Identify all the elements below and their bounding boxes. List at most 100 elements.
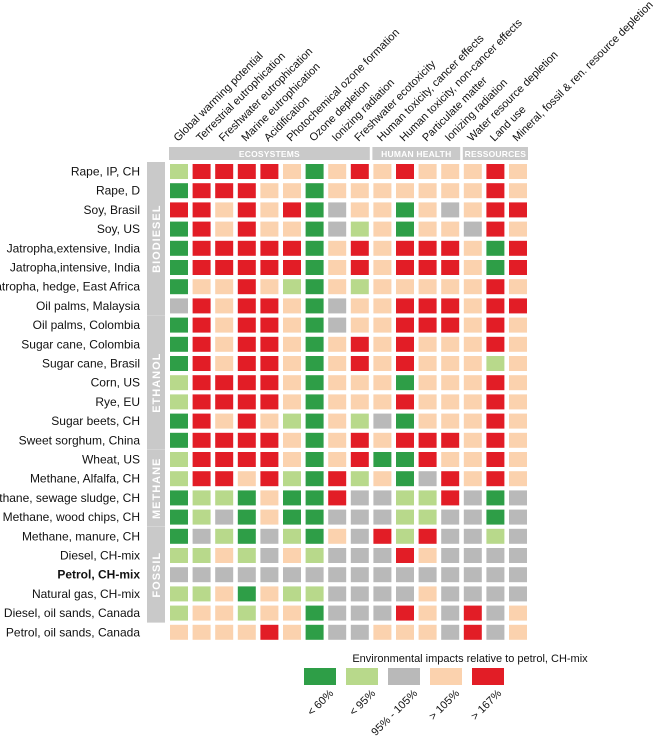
heatmap-cell <box>509 336 527 352</box>
heatmap-cell <box>463 490 482 506</box>
heatmap-cell <box>192 336 211 352</box>
row-group-band <box>147 315 165 450</box>
heatmap-cell <box>170 567 188 583</box>
heatmap-cell <box>486 356 505 371</box>
heatmap-cell <box>486 375 505 391</box>
heatmap-cell <box>418 298 437 314</box>
heatmap-cell <box>486 413 505 429</box>
heatmap-cell <box>328 528 347 544</box>
legend-label: < 95% <box>347 687 378 718</box>
heatmap-cell <box>418 605 437 621</box>
heatmap-cell <box>215 471 234 487</box>
heatmap-cell <box>463 471 482 487</box>
column-group-band <box>169 147 370 160</box>
heatmap-cell <box>328 317 347 333</box>
heatmap-cell <box>350 260 369 275</box>
heatmap-cell <box>486 164 505 179</box>
heatmap-cell <box>486 509 505 525</box>
heatmap-cell <box>328 336 347 352</box>
heatmap-cell <box>170 432 188 448</box>
heatmap-cell <box>283 605 301 621</box>
heatmap-cell <box>170 528 188 544</box>
heatmap-cell <box>350 624 369 640</box>
row-group-label: METHANE <box>151 458 163 519</box>
heatmap-cell <box>441 279 460 295</box>
heatmap-cell <box>305 605 324 621</box>
heatmap-cell <box>170 375 188 391</box>
heatmap-cell <box>192 298 211 314</box>
column-group-band <box>462 147 528 160</box>
heatmap-cell <box>509 490 527 506</box>
heatmap-cell <box>463 375 482 391</box>
heatmap-cell <box>396 279 414 295</box>
heatmap-cell <box>418 260 437 275</box>
heatmap-cell <box>192 394 211 410</box>
heatmap-cell <box>396 298 414 314</box>
heatmap-cell <box>373 279 392 295</box>
heatmap-cell <box>509 202 527 218</box>
heatmap-cell <box>237 452 256 467</box>
heatmap-cell <box>486 605 505 621</box>
heatmap-cell <box>486 240 505 256</box>
heatmap-cell <box>305 279 324 295</box>
heatmap-cell <box>283 548 301 563</box>
heatmap-cell <box>486 394 505 410</box>
heatmap-cell <box>373 605 392 621</box>
heatmap-cell <box>260 509 279 525</box>
heatmap-cell <box>441 509 460 525</box>
heatmap-cell <box>283 471 301 487</box>
legend-swatch <box>388 668 420 685</box>
heatmap-cell <box>486 528 505 544</box>
row-label: Sugar cane, Brasil <box>42 357 140 371</box>
heatmap-cell <box>283 432 301 448</box>
heatmap-cell <box>396 260 414 275</box>
heatmap-cell <box>441 240 460 256</box>
heatmap-cell <box>396 202 414 218</box>
heatmap-cell <box>215 528 234 544</box>
heatmap-cell <box>418 528 437 544</box>
heatmap-cell <box>283 586 301 602</box>
heatmap-cell <box>373 375 392 391</box>
row-label: Soy, US <box>97 222 140 236</box>
heatmap-cell <box>170 471 188 487</box>
heatmap-cell <box>486 336 505 352</box>
heatmap-cell <box>396 317 414 333</box>
heatmap-cell <box>486 471 505 487</box>
column-group-label: RESSOURCES <box>465 149 527 159</box>
heatmap-cell <box>237 567 256 583</box>
heatmap-cell <box>396 548 414 563</box>
heatmap-cell <box>441 528 460 544</box>
heatmap-cell <box>373 413 392 429</box>
heatmap-cell <box>305 509 324 525</box>
heatmap-cell <box>305 413 324 429</box>
heatmap-cell <box>350 394 369 410</box>
heatmap-cell <box>373 586 392 602</box>
heatmap-cell <box>418 586 437 602</box>
heatmap-cell <box>396 336 414 352</box>
heatmap-cell <box>237 528 256 544</box>
column-group-label: ECOSYSTEMS <box>239 149 300 159</box>
heatmap-cell <box>418 432 437 448</box>
heatmap-cell <box>192 528 211 544</box>
row-label: Rape, D <box>96 184 140 198</box>
heatmap-cell <box>396 624 414 640</box>
heatmap-cell <box>305 394 324 410</box>
heatmap-cell <box>170 490 188 506</box>
heatmap-cell <box>192 548 211 563</box>
heatmap-cell <box>328 240 347 256</box>
heatmap-cell <box>418 356 437 371</box>
heatmap-cell <box>237 240 256 256</box>
heatmap-cell <box>486 317 505 333</box>
heatmap-cell <box>260 471 279 487</box>
row-label: Jatropha, hedge, East Africa <box>0 280 140 294</box>
heatmap-cell <box>463 356 482 371</box>
heatmap-cell <box>260 317 279 333</box>
heatmap-cell <box>305 432 324 448</box>
heatmap-cell <box>418 624 437 640</box>
heatmap-cells <box>170 164 527 640</box>
heatmap-cell <box>486 586 505 602</box>
heatmap-cell <box>192 240 211 256</box>
heatmap-cell <box>396 509 414 525</box>
heatmap-cell <box>373 624 392 640</box>
